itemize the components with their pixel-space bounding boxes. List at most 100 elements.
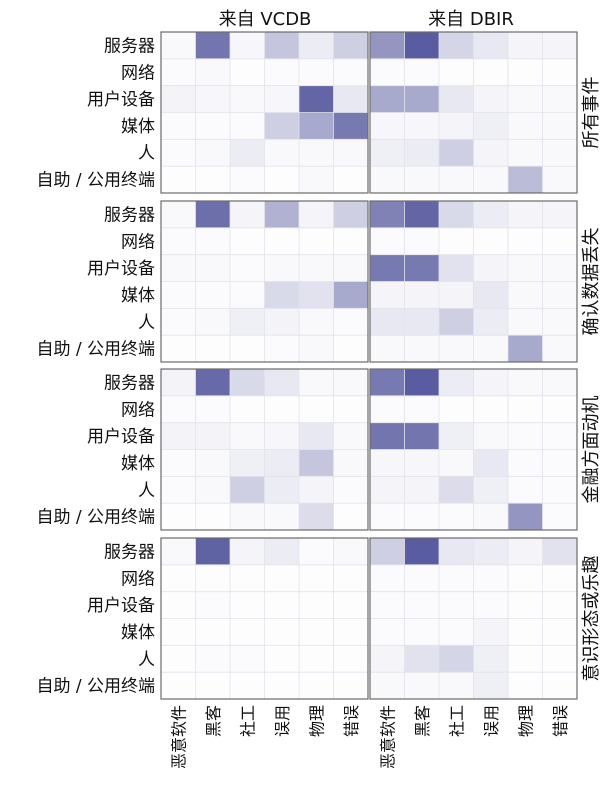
- heatmap-cell: [195, 538, 231, 566]
- heatmap-cell: [473, 139, 509, 167]
- y-tick-label: 人: [138, 650, 155, 670]
- heatmap-cell: [161, 422, 196, 450]
- heatmap-cell: [370, 139, 405, 167]
- heatmap-cell: [473, 32, 509, 60]
- grid-layer: [160, 31, 578, 700]
- heatmap-cell: [542, 335, 578, 363]
- heatmap-cell: [508, 672, 543, 700]
- heatmap-cell: [542, 645, 578, 673]
- heatmap-cell: [230, 308, 265, 336]
- heatmap-cell: [404, 564, 440, 592]
- heatmap-cell: [299, 476, 334, 504]
- heatmap-cell: [370, 476, 405, 504]
- heatmap-cell: [333, 422, 369, 450]
- heatmap-cell: [439, 449, 474, 477]
- heatmap-cell: [473, 308, 509, 336]
- heatmap-cell: [299, 254, 334, 282]
- heatmap-cell: [439, 591, 474, 619]
- y-tick-label: 网络: [121, 63, 155, 83]
- heatmap-cell: [161, 201, 196, 229]
- heatmap-cell: [195, 201, 231, 229]
- heatmap-cell: [542, 395, 578, 423]
- heatmap-cell: [264, 112, 300, 140]
- x-tick-label: 黑客: [204, 705, 223, 737]
- heatmap-cell: [333, 618, 369, 646]
- heatmap-cell: [264, 591, 300, 619]
- heatmap-cell: [299, 591, 334, 619]
- heatmap-cell: [473, 227, 509, 255]
- heatmap-cell: [473, 503, 509, 531]
- heatmap-cell: [333, 672, 369, 700]
- heatmap-cell: [333, 449, 369, 477]
- heatmap-cell: [195, 139, 231, 167]
- heatmap-cell: [404, 591, 440, 619]
- heatmap-cell: [299, 422, 334, 450]
- heatmap-cell: [404, 254, 440, 282]
- heatmap-cell: [370, 618, 405, 646]
- heatmap-cell: [508, 227, 543, 255]
- heatmap-cell: [161, 166, 196, 194]
- heatmap-cell: [333, 85, 369, 113]
- heatmap-cell: [264, 672, 300, 700]
- y-tick-label: 自助 / 公用终端: [36, 340, 155, 360]
- heatmap-cell: [230, 503, 265, 531]
- heatmap-cell: [473, 422, 509, 450]
- heatmap-cell: [230, 254, 265, 282]
- heatmap-cell: [299, 369, 334, 397]
- heatmap-cell: [230, 476, 265, 504]
- heatmap-cell: [195, 369, 231, 397]
- panel-border: [369, 200, 578, 363]
- heatmap-cell: [230, 449, 265, 477]
- y-tick-label: 用户设备: [87, 427, 155, 447]
- heatmap-cell: [161, 618, 196, 646]
- heatmap-cell: [439, 645, 474, 673]
- heatmap-cell: [370, 538, 405, 566]
- heatmap-cell: [161, 335, 196, 363]
- heatmap-cell: [473, 591, 509, 619]
- heatmap-cell: [508, 503, 543, 531]
- heatmap-cell: [473, 58, 509, 86]
- heatmap-cell: [404, 618, 440, 646]
- heatmap-cell: [473, 538, 509, 566]
- heatmap-cell: [333, 591, 369, 619]
- heatmap-cell: [264, 166, 300, 194]
- heatmap-cell: [161, 227, 196, 255]
- heatmap-cell: [230, 618, 265, 646]
- heatmap-cell: [508, 564, 543, 592]
- heatmap-cell: [264, 32, 300, 60]
- heatmap-cell: [333, 335, 369, 363]
- heatmap-cell: [404, 85, 440, 113]
- heatmap-cell: [299, 308, 334, 336]
- heatmap-cell: [264, 449, 300, 477]
- heatmap-cell: [439, 201, 474, 229]
- x-tick-label: 错误: [551, 705, 570, 737]
- heatmap-cell: [230, 564, 265, 592]
- heatmap-cell: [473, 564, 509, 592]
- heatmap-cell: [542, 672, 578, 700]
- heatmap-cell: [508, 422, 543, 450]
- y-tick-label: 媒体: [121, 623, 155, 643]
- heatmap-cell: [404, 201, 440, 229]
- x-tick-label: 恶意软件: [169, 705, 188, 769]
- heatmap-cell: [195, 591, 231, 619]
- heatmap-cell: [473, 369, 509, 397]
- heatmap-cell: [542, 139, 578, 167]
- heatmap-cell: [542, 227, 578, 255]
- heatmap-cell: [508, 32, 543, 60]
- heatmap-cell: [299, 538, 334, 566]
- heatmap-cell: [230, 335, 265, 363]
- heatmap-cell: [439, 85, 474, 113]
- heatmap-cell: [542, 422, 578, 450]
- cells-layer: [161, 32, 578, 700]
- heatmap-cell: [404, 645, 440, 673]
- heatmap-cell: [473, 476, 509, 504]
- heatmap-cell: [473, 335, 509, 363]
- heatmap-cell: [404, 335, 440, 363]
- heatmap-cell: [299, 166, 334, 194]
- heatmap-cell: [370, 564, 405, 592]
- heatmap-cell: [333, 395, 369, 423]
- heatmap-cell: [508, 201, 543, 229]
- heatmap-cell: [508, 335, 543, 363]
